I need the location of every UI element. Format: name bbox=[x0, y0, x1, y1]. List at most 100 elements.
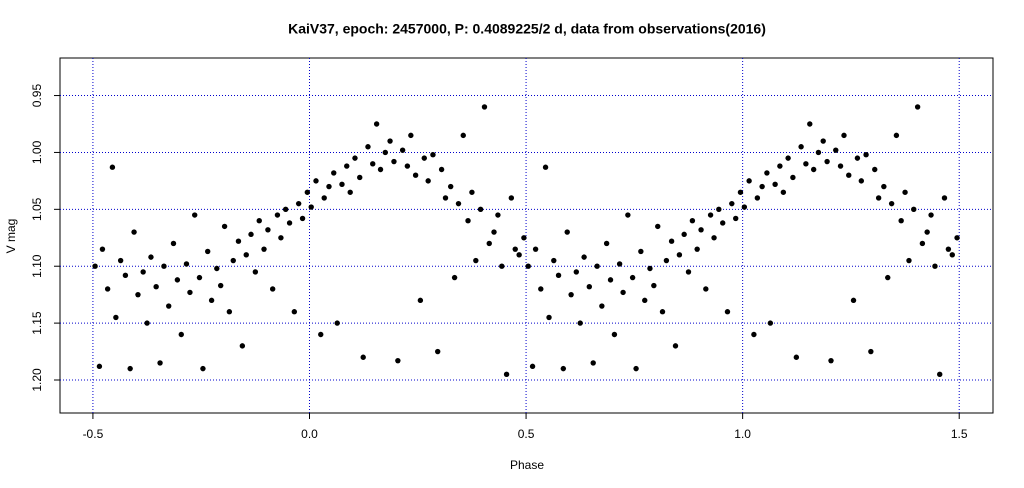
data-point bbox=[99, 246, 106, 252]
data-point bbox=[465, 218, 471, 224]
data-point bbox=[941, 195, 948, 201]
data-point bbox=[278, 235, 284, 241]
data-point bbox=[542, 164, 549, 170]
data-point bbox=[417, 297, 424, 304]
data-point bbox=[824, 158, 830, 165]
data-point bbox=[724, 309, 731, 315]
data-point bbox=[777, 163, 783, 169]
data-point bbox=[481, 104, 488, 110]
data-point bbox=[391, 158, 397, 165]
data-point bbox=[810, 166, 817, 173]
data-point bbox=[924, 229, 930, 235]
data-point bbox=[214, 265, 220, 272]
data-point bbox=[412, 172, 419, 178]
data-point bbox=[888, 200, 895, 207]
data-point bbox=[590, 360, 596, 366]
y-tick-label: 1.20 bbox=[30, 368, 44, 392]
data-point bbox=[469, 189, 475, 195]
data-point bbox=[841, 132, 847, 139]
data-point bbox=[248, 231, 254, 238]
data-point bbox=[716, 206, 722, 213]
data-point bbox=[764, 170, 770, 176]
data-point bbox=[837, 163, 844, 169]
data-point bbox=[872, 166, 878, 173]
data-point bbox=[875, 195, 882, 201]
data-point bbox=[313, 178, 319, 184]
data-point bbox=[711, 235, 717, 241]
data-point bbox=[919, 240, 926, 247]
data-point bbox=[655, 223, 661, 230]
data-point bbox=[911, 206, 917, 213]
data-point bbox=[945, 246, 952, 252]
data-point bbox=[746, 178, 752, 184]
data-point bbox=[611, 331, 618, 338]
data-point bbox=[737, 189, 744, 195]
data-point bbox=[265, 227, 271, 233]
data-point bbox=[153, 284, 159, 290]
data-point bbox=[148, 254, 154, 260]
data-point bbox=[828, 357, 834, 364]
data-point bbox=[638, 248, 644, 255]
data-point bbox=[339, 181, 345, 187]
data-point bbox=[820, 138, 826, 144]
y-axis-label: V mag bbox=[4, 219, 18, 254]
data-point bbox=[183, 261, 190, 267]
data-point bbox=[235, 238, 242, 244]
data-point bbox=[846, 172, 852, 178]
data-point bbox=[347, 189, 353, 195]
data-point bbox=[491, 229, 497, 235]
data-point bbox=[850, 297, 857, 304]
data-point bbox=[625, 212, 631, 218]
data-point bbox=[477, 206, 484, 213]
data-point bbox=[651, 282, 657, 289]
data-point bbox=[460, 132, 466, 139]
data-point bbox=[92, 263, 98, 269]
data-point bbox=[217, 282, 224, 289]
data-point bbox=[906, 257, 912, 264]
data-point bbox=[256, 218, 262, 224]
data-point bbox=[96, 363, 103, 370]
data-point bbox=[603, 240, 610, 247]
data-point bbox=[863, 152, 869, 158]
data-point bbox=[239, 343, 246, 349]
data-point bbox=[404, 163, 411, 169]
data-point bbox=[568, 291, 574, 298]
data-point bbox=[104, 286, 111, 292]
data-point bbox=[694, 246, 700, 252]
data-point bbox=[885, 274, 891, 281]
y-tick-label: 1.00 bbox=[30, 140, 44, 164]
y-tick-label: 0.95 bbox=[30, 84, 44, 108]
data-point bbox=[140, 269, 146, 275]
data-point bbox=[881, 183, 887, 190]
data-point bbox=[455, 200, 462, 207]
data-point bbox=[442, 195, 449, 201]
data-point bbox=[858, 178, 865, 184]
data-point bbox=[754, 195, 761, 201]
data-point bbox=[551, 257, 557, 264]
data-point bbox=[170, 240, 177, 247]
data-point bbox=[399, 147, 406, 153]
data-point bbox=[785, 155, 791, 161]
data-point bbox=[698, 227, 704, 233]
data-point bbox=[395, 357, 401, 364]
data-point bbox=[365, 144, 371, 150]
data-point bbox=[767, 320, 774, 326]
data-point bbox=[599, 303, 605, 309]
data-point bbox=[928, 212, 934, 218]
data-point bbox=[221, 223, 228, 230]
data-point bbox=[668, 238, 675, 244]
data-point bbox=[425, 178, 431, 184]
data-point bbox=[208, 297, 215, 304]
data-point bbox=[226, 309, 233, 315]
y-tick-label: 1.15 bbox=[30, 311, 44, 335]
data-point bbox=[516, 252, 522, 258]
data-point bbox=[174, 277, 181, 283]
data-point bbox=[473, 257, 479, 264]
data-point bbox=[282, 206, 289, 213]
data-point bbox=[243, 252, 249, 258]
data-point bbox=[430, 152, 436, 158]
data-point bbox=[898, 218, 904, 224]
data-point bbox=[196, 274, 203, 281]
